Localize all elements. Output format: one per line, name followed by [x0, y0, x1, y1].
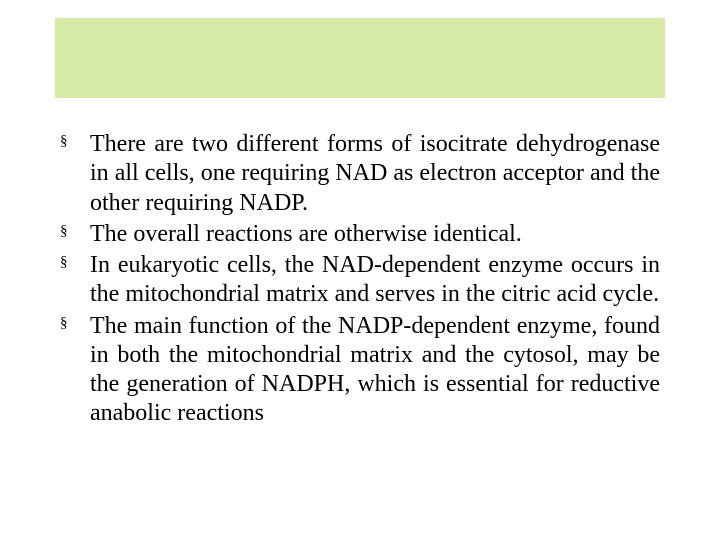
bullet-list: § There are two different forms of isoci…	[60, 130, 660, 429]
bullet-marker: §	[60, 316, 68, 331]
list-item: § There are two different forms of isoci…	[60, 130, 660, 218]
bullet-marker: §	[60, 134, 68, 149]
bullet-text: In eukaryotic cells, the NAD-dependent e…	[90, 251, 660, 310]
list-item: § In eukaryotic cells, the NAD-dependent…	[60, 251, 660, 310]
slide: § There are two different forms of isoci…	[0, 0, 720, 540]
list-item: § The overall reactions are otherwise id…	[60, 220, 660, 249]
bullet-text: There are two different forms of isocitr…	[90, 130, 660, 218]
list-item: § The main function of the NADP-dependen…	[60, 312, 660, 429]
bullet-marker: §	[60, 255, 68, 270]
bullet-text: The overall reactions are otherwise iden…	[90, 220, 660, 249]
bullet-text: The main function of the NADP-dependent …	[90, 312, 660, 429]
bullet-marker: §	[60, 224, 68, 239]
title-band	[55, 18, 665, 98]
content-area: § There are two different forms of isoci…	[60, 130, 660, 431]
